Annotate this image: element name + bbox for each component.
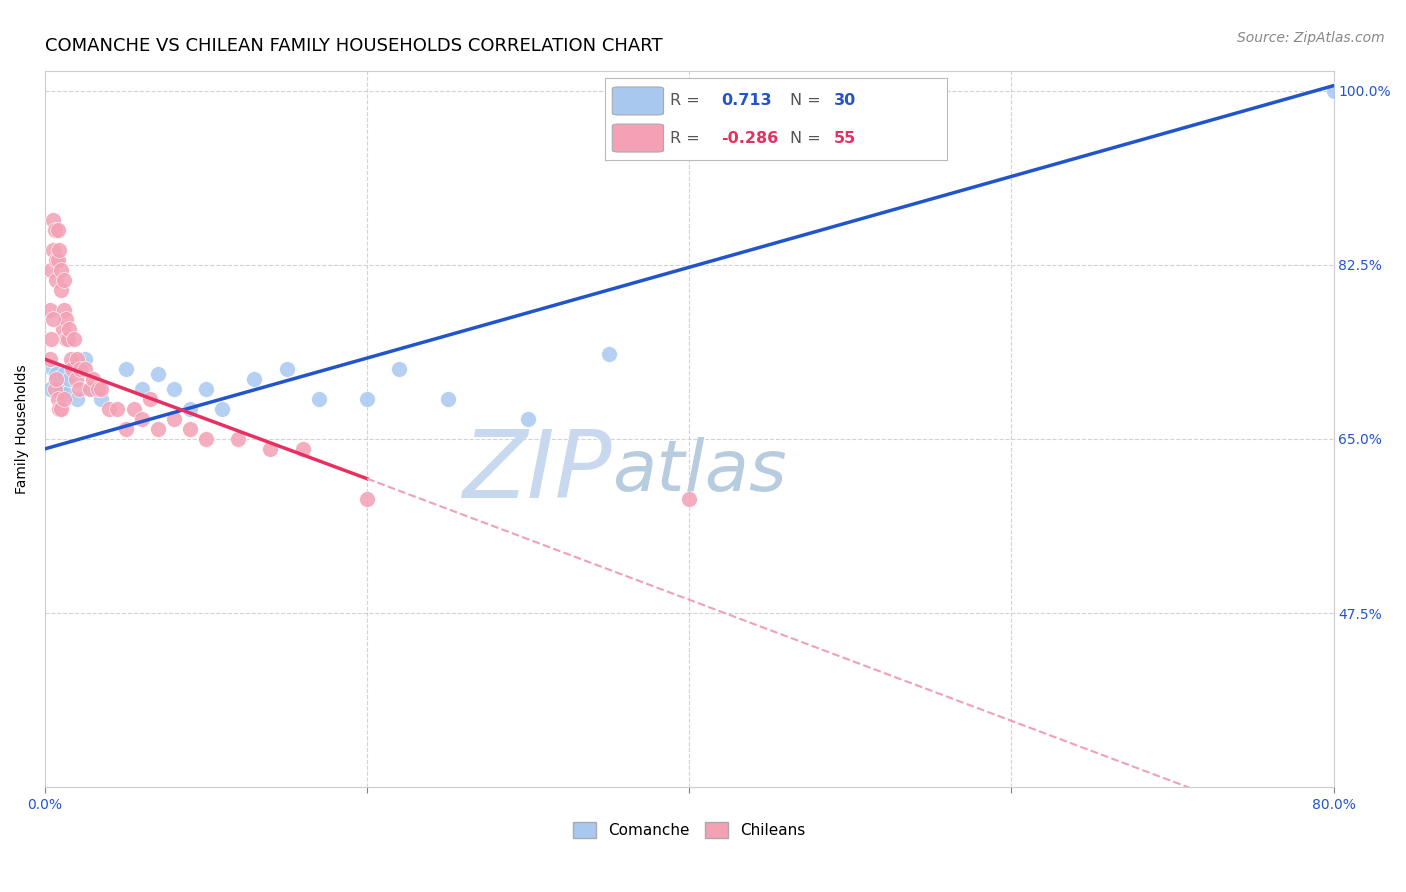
Text: COMANCHE VS CHILEAN FAMILY HOUSEHOLDS CORRELATION CHART: COMANCHE VS CHILEAN FAMILY HOUSEHOLDS CO…: [45, 37, 662, 55]
Point: [195, 382, 218, 396]
Point: [48, 377, 70, 392]
Point: [79, 382, 101, 396]
Point: [58, 322, 80, 336]
Point: [65, 372, 87, 386]
Point: [69, 362, 91, 376]
Point: [131, 382, 153, 396]
Point: [195, 432, 218, 446]
Point: [60, 362, 83, 376]
Text: Source: ZipAtlas.com: Source: ZipAtlas.com: [1237, 31, 1385, 45]
Point: [42, 243, 65, 257]
Point: [63, 332, 86, 346]
Point: [59, 352, 82, 367]
Point: [276, 362, 298, 376]
Point: [52, 322, 75, 336]
Point: [138, 392, 160, 406]
Point: [44, 382, 66, 396]
Point: [82, 382, 104, 396]
Point: [55, 312, 77, 326]
Point: [46, 252, 69, 267]
Point: [38, 352, 60, 367]
Point: [48, 402, 70, 417]
Y-axis label: Family Households: Family Households: [15, 364, 30, 494]
Point: [90, 382, 112, 396]
Text: ZIP: ZIP: [463, 426, 612, 517]
Point: [356, 491, 378, 506]
Point: [46, 392, 69, 406]
Point: [48, 243, 70, 257]
Point: [82, 372, 104, 386]
Point: [41, 262, 63, 277]
Point: [114, 362, 136, 376]
Point: [436, 392, 458, 406]
Point: [226, 432, 249, 446]
Point: [211, 402, 233, 417]
Point: [45, 273, 67, 287]
Point: [49, 382, 72, 396]
Point: [114, 422, 136, 436]
Point: [49, 262, 72, 277]
Point: [58, 372, 80, 386]
Point: [517, 412, 540, 426]
Point: [56, 332, 79, 346]
Point: [388, 362, 411, 376]
Point: [87, 382, 110, 396]
Point: [66, 392, 89, 406]
Point: [67, 382, 90, 396]
Point: [53, 273, 76, 287]
Point: [41, 332, 63, 346]
Point: [75, 362, 97, 376]
Point: [63, 362, 86, 376]
Point: [163, 382, 186, 396]
Point: [55, 387, 77, 401]
Point: [49, 283, 72, 297]
Point: [45, 252, 67, 267]
Point: [45, 372, 67, 386]
Point: [46, 223, 69, 237]
Point: [53, 302, 76, 317]
Point: [163, 412, 186, 426]
Point: [179, 402, 201, 417]
Legend: Comanche, Chileans: Comanche, Chileans: [567, 816, 811, 844]
Point: [107, 402, 129, 417]
Point: [179, 422, 201, 436]
Text: atlas: atlas: [612, 437, 786, 507]
Point: [42, 213, 65, 227]
Point: [243, 372, 266, 386]
Point: [38, 302, 60, 317]
Point: [53, 392, 76, 406]
Point: [42, 362, 65, 376]
Point: [259, 442, 281, 456]
Point: [44, 223, 66, 237]
Point: [678, 491, 700, 506]
Point: [122, 402, 145, 417]
Point: [90, 392, 112, 406]
Point: [598, 347, 620, 361]
Point: [66, 352, 89, 367]
Point: [98, 402, 121, 417]
Point: [38, 382, 60, 396]
Point: [308, 392, 330, 406]
Point: [1322, 84, 1344, 98]
Point: [53, 368, 76, 382]
Point: [75, 352, 97, 367]
Point: [45, 368, 67, 382]
Point: [146, 368, 169, 382]
Point: [55, 332, 77, 346]
Point: [49, 402, 72, 417]
Point: [131, 412, 153, 426]
Point: [291, 442, 314, 456]
Point: [42, 312, 65, 326]
Point: [46, 372, 69, 386]
Point: [146, 422, 169, 436]
Point: [356, 392, 378, 406]
